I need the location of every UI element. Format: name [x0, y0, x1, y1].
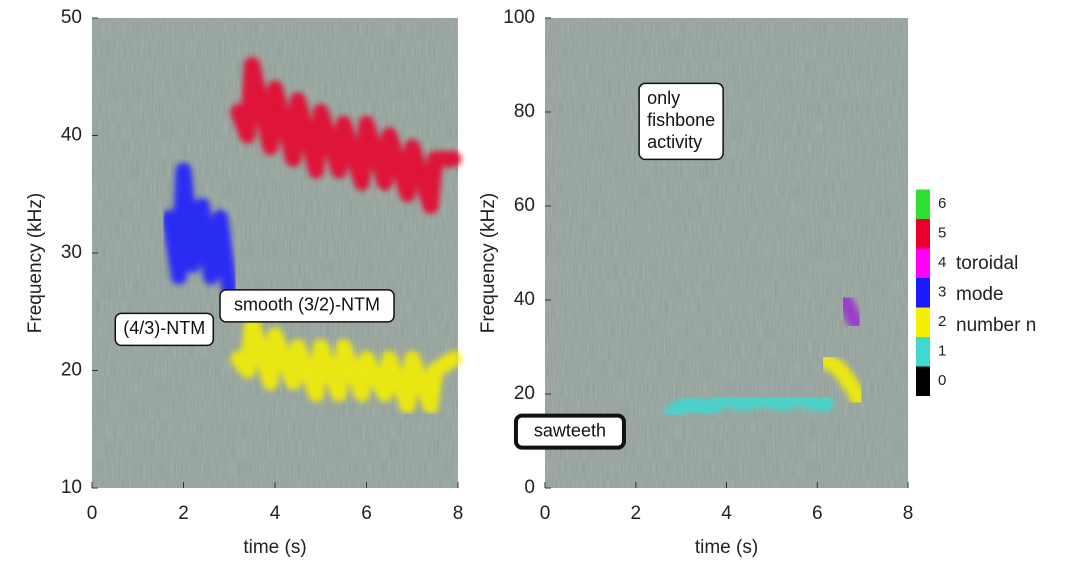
colorbar-title: number n: [956, 315, 1036, 336]
mode-trace: [230, 315, 462, 414]
colorbar-swatch: [916, 307, 930, 337]
y-tick-label: 80: [514, 101, 535, 122]
x-tick-label: 0: [540, 503, 551, 524]
colorbar-level: 0: [938, 372, 946, 389]
x-tick-label: 2: [178, 503, 189, 524]
x-tick-label: 2: [630, 503, 641, 524]
x-axis-label: time (s): [695, 537, 758, 558]
colorbar-swatch: [916, 278, 930, 308]
colorbar-swatch: [916, 366, 930, 396]
y-tick-label: 20: [514, 383, 535, 404]
x-tick-label: 0: [87, 503, 98, 524]
colorbar-level: 6: [938, 195, 946, 212]
annotation-text: only: [647, 88, 680, 108]
x-tick-label: 8: [453, 503, 464, 524]
colorbar-swatch: [916, 189, 930, 219]
y-tick-label: 20: [61, 360, 82, 381]
annotation-text: (4/3)-NTM: [123, 318, 205, 338]
y-tick-label: 50: [61, 7, 82, 28]
y-tick-label: 100: [503, 7, 535, 28]
y-axis-label: Frequency (kHz): [25, 193, 46, 333]
mode-trace: [161, 162, 238, 297]
spectrogram-noise: [545, 18, 908, 488]
mode-trace: [664, 390, 835, 421]
annotation-box: [638, 82, 724, 161]
annotation-box: [219, 289, 395, 323]
annotation-box: [114, 312, 215, 347]
y-tick-label: 10: [61, 477, 82, 498]
colorbar-level: 1: [938, 343, 946, 360]
y-tick-label: 30: [61, 242, 82, 263]
colorbar-swatch: [916, 248, 930, 278]
mode-trace: [836, 292, 867, 332]
x-tick-label: 4: [270, 503, 281, 524]
annotation-text: fishbone: [647, 110, 715, 130]
y-tick-label: 40: [514, 289, 535, 310]
annotation-text: activity: [647, 132, 702, 152]
colorbar-swatch: [916, 337, 930, 367]
annotation-box: [513, 413, 626, 450]
y-tick-label: 0: [524, 477, 535, 498]
mode-trace: [230, 57, 462, 214]
y-axis-label: Frequency (kHz): [478, 193, 499, 333]
colorbar-title: toroidal: [956, 253, 1018, 274]
annotation-text: sawteeth: [534, 420, 606, 440]
colorbar-level: 3: [938, 284, 946, 301]
annotation-text: smooth (3/2)-NTM: [234, 295, 380, 315]
x-tick-label: 6: [812, 503, 823, 524]
x-tick-label: 8: [903, 503, 914, 524]
y-tick-label: 40: [61, 125, 82, 146]
y-tick-label: 60: [514, 195, 535, 216]
mode-trace: [818, 353, 867, 407]
x-tick-label: 6: [361, 503, 372, 524]
colorbar-level: 2: [938, 313, 946, 330]
colorbar-swatch: [916, 219, 930, 249]
colorbar-title: mode: [956, 284, 1004, 305]
colorbar-level: 5: [938, 225, 946, 242]
colorbar-level: 4: [938, 254, 946, 271]
x-axis-label: time (s): [243, 537, 306, 558]
x-tick-label: 4: [721, 503, 732, 524]
